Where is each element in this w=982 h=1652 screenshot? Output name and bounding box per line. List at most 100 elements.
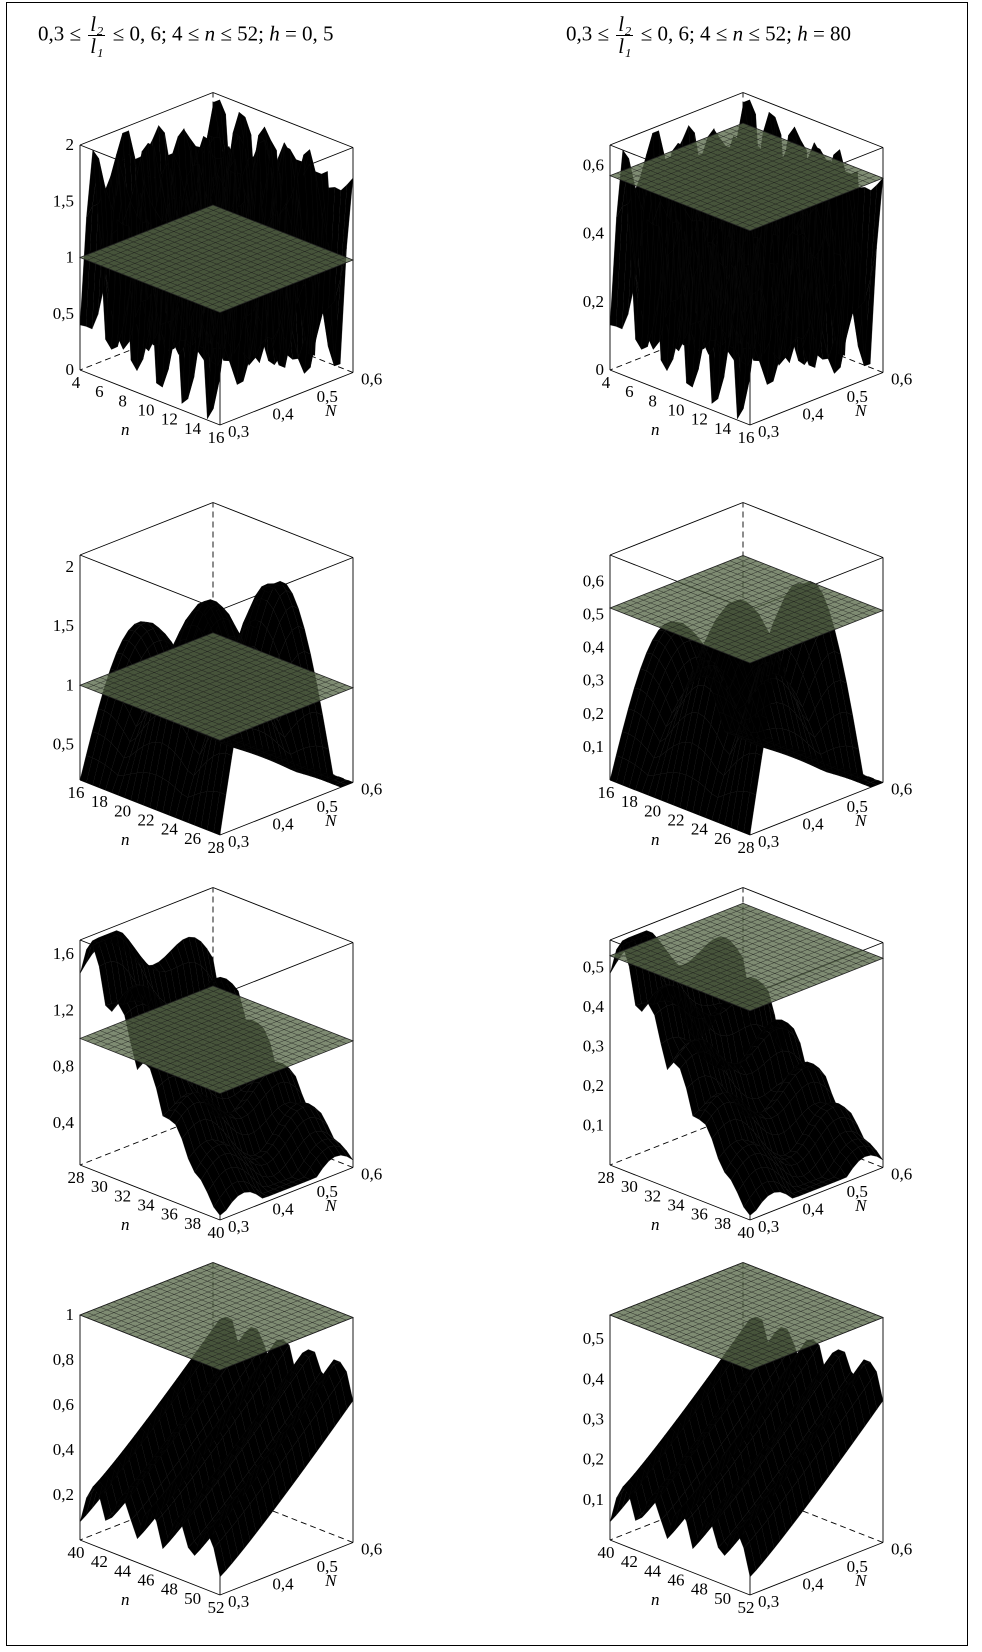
- z-tick-label: 0,5: [583, 1329, 604, 1348]
- x-tick-label: 12: [161, 410, 178, 429]
- x-tick-label: 18: [621, 792, 638, 811]
- x-tick-label: 34: [138, 1196, 156, 1215]
- x-tick-label: 52: [738, 1598, 755, 1617]
- x-tick-label: 6: [95, 382, 104, 401]
- y-tick-label: 0,4: [272, 1575, 294, 1594]
- axis-labels: 0,10,20,30,40,528 30 32 34 36 38 40 0,30,40,50,…: [583, 958, 913, 1242]
- y-axis-label: N: [854, 401, 868, 420]
- y-axis-label: N: [324, 811, 338, 830]
- surface-plot-3: 0,5 1 1,5 2 16 18 20 22 24 26 28 0,3 0,4 0,5 0,6 n N: [53, 502, 383, 857]
- axis-labels: 0,5 1 1,5 2 16 18 20 22 24 26 28 0,3 0,4 0,5 0,6 n N: [53, 557, 383, 857]
- x-tick-label: 28: [598, 1168, 615, 1187]
- plot-group: 0,5 1 1,5 2 16 18 20 22 24 26 28 0,3 0,4 0,5 0,6 n N: [53, 502, 383, 857]
- z-tick-label: 0,5: [53, 304, 74, 323]
- y-tick-label: 0,5: [847, 797, 868, 816]
- x-tick-label: 12: [691, 410, 708, 429]
- reference-plane: [608, 902, 885, 1012]
- z-tick-label: 0,1: [583, 1116, 604, 1135]
- z-tick-label: 2: [66, 557, 75, 576]
- z-tick-label: 1: [66, 675, 75, 694]
- y-tick-label: 0,4: [802, 405, 824, 424]
- x-tick-label: 32: [114, 1186, 131, 1205]
- x-tick-label: 22: [668, 811, 685, 830]
- z-tick-label: 0,2: [583, 1076, 604, 1095]
- z-tick-label: 0,2: [583, 1450, 604, 1469]
- z-tick-label: 0,5: [583, 958, 604, 977]
- x-tick-label: 38: [184, 1214, 201, 1233]
- plot-group: 0,10,20,30,40,528 30 32 34 36 38 40 0,30,40,50,…: [583, 887, 913, 1242]
- z-tick-label: 0,4: [53, 1440, 75, 1459]
- x-tick-label: 18: [91, 792, 108, 811]
- y-tick-label: 0,5: [847, 1557, 868, 1576]
- y-tick-label: 0,6: [891, 1165, 912, 1184]
- x-tick-label: 52: [208, 1598, 225, 1617]
- x-tick-label: 40: [208, 1223, 225, 1242]
- x-tick-label: 34: [668, 1196, 686, 1215]
- plot-group: 0,10,20,30,40,540 42 44 46 48 50 52 0,30,40,50,…: [583, 1262, 913, 1617]
- x-tick-label: 38: [714, 1214, 731, 1233]
- x-tick-label: 28: [738, 838, 755, 857]
- reference-plane: [608, 1262, 885, 1371]
- header-right: 0,3 ≤ l₂ l₁ ≤ 0, 6; 4 ≤ n ≤ 52; h = 80: [566, 12, 852, 58]
- axis-labels: 0,4 0,8 1,2 1,6 28 30 32 34 36 38 40 0,3 0,4 0,5 0,6 n N: [53, 944, 383, 1242]
- plot-group: 0,2 0,4 0,6 0,8 1 40 42 44 46 48 50 52 0,3 0,4 0,5 0,6 n…: [53, 1262, 382, 1617]
- x-tick-label: 50: [184, 1589, 201, 1608]
- y-tick-label: 0,4: [272, 405, 294, 424]
- x-tick-label: 46: [138, 1571, 155, 1590]
- z-tick-label: 1,2: [53, 1000, 74, 1019]
- y-tick-label: 0,4: [272, 1200, 294, 1219]
- x-tick-label: 30: [91, 1177, 108, 1196]
- surface-plot-2: 0 0,2 0,4 0,6 4 6 8 10 12 14 16 0,3 0,4 0,5 0,6 n N: [583, 92, 912, 447]
- z-tick-label: 0: [596, 360, 605, 379]
- y-tick-label: 0,3: [758, 1592, 779, 1611]
- x-tick-label: 16: [208, 428, 225, 447]
- z-tick-label: 1,5: [53, 616, 74, 635]
- z-tick-label: 1,5: [53, 191, 74, 210]
- x-tick-label: 40: [738, 1223, 755, 1242]
- x-tick-label: 22: [138, 811, 155, 830]
- axis-labels: 0,10,20,30,40,540 42 44 46 48 50 52 0,30,40,50,…: [583, 1329, 913, 1617]
- y-axis-label: N: [324, 1196, 338, 1215]
- y-tick-label: 0,5: [317, 387, 338, 406]
- surface-plot-8: 0,10,20,30,40,540 42 44 46 48 50 52 0,30,40,50,…: [583, 1262, 913, 1617]
- surface-mesh: [609, 580, 884, 836]
- x-tick-label: 44: [644, 1561, 662, 1580]
- z-tick-label: 0,3: [583, 1409, 604, 1428]
- header-left: 0,3 ≤ l₂ l₁ ≤ 0, 6; 4 ≤ n ≤ 52; h = 0, 5: [38, 12, 334, 58]
- x-tick-label: 28: [68, 1168, 85, 1187]
- x-tick-label: 42: [91, 1552, 108, 1571]
- z-tick-label: 0,1: [583, 1490, 604, 1509]
- y-tick-label: 0,5: [847, 387, 868, 406]
- z-tick-label: 0,8: [53, 1350, 74, 1369]
- plot-group: 0 0,5 1 1,5 2 4 6 8 10 12 14 16 0,3 0,4 0,5 0,6 n N: [53, 92, 383, 447]
- y-tick-label: 0,5: [317, 1182, 338, 1201]
- z-tick-label: 0,5: [53, 734, 74, 753]
- reference-plane: [78, 1262, 355, 1371]
- z-tick-label: 0,4: [583, 638, 605, 657]
- x-tick-label: 10: [668, 401, 685, 420]
- z-tick-label: 0,2: [583, 704, 604, 723]
- x-tick-label: 40: [68, 1543, 85, 1562]
- plot-group: 0,4 0,8 1,2 1,6 28 30 32 34 36 38 40 0,3 0,4 0,5 0,6 n N: [53, 887, 383, 1242]
- x-axis-label: n: [651, 420, 660, 439]
- z-tick-label: 0,2: [583, 292, 604, 311]
- axis-labels: 0 0,5 1 1,5 2 4 6 8 10 12 14 16 0,3 0,4 0,5 0,6 n N: [53, 135, 383, 447]
- reference-plane: [608, 555, 885, 664]
- x-tick-label: 14: [714, 419, 732, 438]
- x-tick-label: 26: [714, 829, 731, 848]
- z-tick-label: 0,8: [53, 1057, 74, 1076]
- y-tick-label: 0,4: [272, 815, 294, 834]
- y-tick-label: 0,5: [317, 1557, 338, 1576]
- x-tick-label: 42: [621, 1552, 638, 1571]
- z-tick-label: 0,4: [583, 1369, 605, 1388]
- y-axis-label: N: [854, 1196, 868, 1215]
- y-tick-label: 0,4: [802, 815, 824, 834]
- x-tick-label: 40: [598, 1543, 615, 1562]
- z-tick-label: 1: [66, 1305, 75, 1324]
- x-axis-label: n: [121, 830, 130, 849]
- y-tick-label: 0,6: [891, 1540, 912, 1559]
- x-tick-label: 36: [691, 1205, 708, 1224]
- plot-group: 0 0,2 0,4 0,6 4 6 8 10 12 14 16 0,3 0,4 0,5 0,6 n N: [583, 92, 912, 447]
- x-tick-label: 16: [738, 428, 755, 447]
- z-tick-label: 2: [66, 135, 75, 154]
